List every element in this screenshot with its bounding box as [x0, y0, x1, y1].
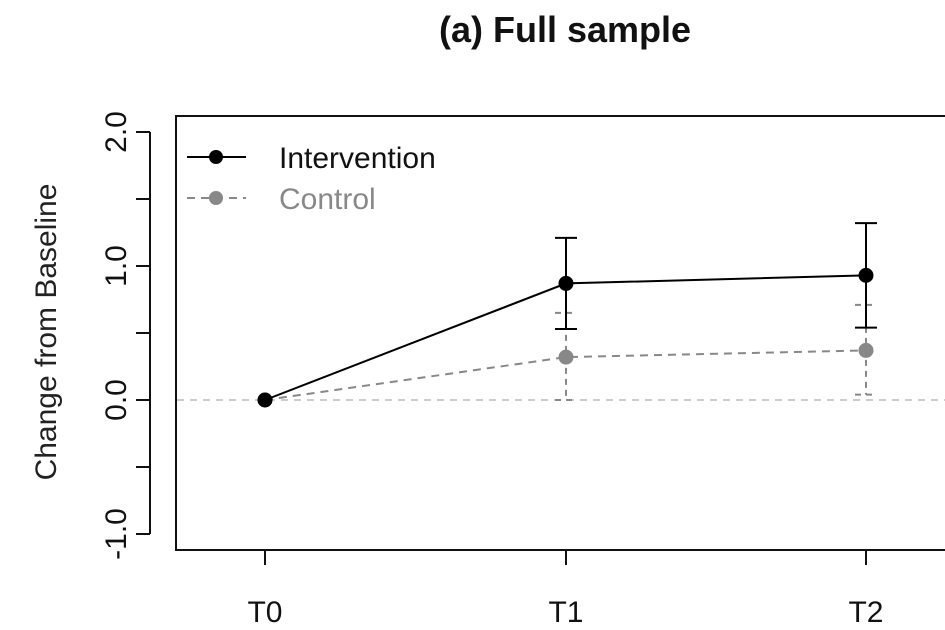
x-tick-label: T1 [548, 596, 583, 629]
y-tick-label: 1.0 [100, 245, 133, 287]
legend-intervention-marker [209, 150, 223, 164]
y-tick-label: 2.0 [100, 111, 133, 153]
chart-title: (a) Full sample [439, 9, 691, 50]
intervention-data-point [858, 267, 874, 283]
y-axis-label: Change from Baseline [30, 184, 63, 481]
control-data-point [558, 349, 574, 365]
legend-control-label: Control [279, 183, 376, 216]
control-series-line [264, 349, 867, 401]
intervention-data-point [257, 392, 273, 408]
legend-control-marker [209, 191, 223, 205]
y-tick-label: -1.0 [100, 508, 133, 560]
x-tick-label: T0 [247, 596, 282, 629]
intervention-data-point [558, 275, 574, 291]
plot-frame [175, 115, 945, 551]
x-tick-label: T2 [848, 596, 883, 629]
y-tick-label: 0.0 [100, 379, 133, 421]
control-data-point [858, 342, 874, 358]
legend-intervention-label: Intervention [279, 142, 436, 175]
